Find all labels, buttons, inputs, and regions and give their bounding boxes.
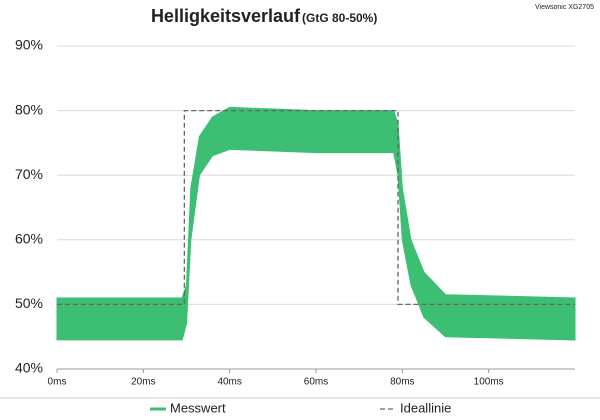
y-tick-label: 70% [15, 166, 43, 182]
y-tick-label: 40% [15, 360, 43, 376]
x-tick-label: 60ms [304, 377, 328, 388]
chart-title: Helligkeitsverlauf [151, 6, 301, 26]
chart-subtitle: (GtG 80-50%) [302, 11, 377, 25]
ideal-line [57, 109, 575, 306]
x-tick-label: 100ms [474, 377, 504, 388]
x-tick-label: 0ms [48, 377, 67, 388]
x-tick-label: 20ms [131, 377, 155, 388]
annotation: Viewsonic XG2705 [535, 4, 594, 11]
legend-label: Ideallinie [400, 400, 451, 415]
legend-label: Messwert [170, 400, 226, 415]
y-tick-label: 90% [15, 37, 43, 53]
x-tick-label: 40ms [217, 377, 241, 388]
y-tick-label: 80% [15, 101, 43, 117]
y-tick-label: 50% [15, 295, 43, 311]
measurement-band [56, 106, 576, 341]
y-tick-label: 60% [15, 231, 43, 247]
x-tick-label: 80ms [390, 377, 414, 388]
